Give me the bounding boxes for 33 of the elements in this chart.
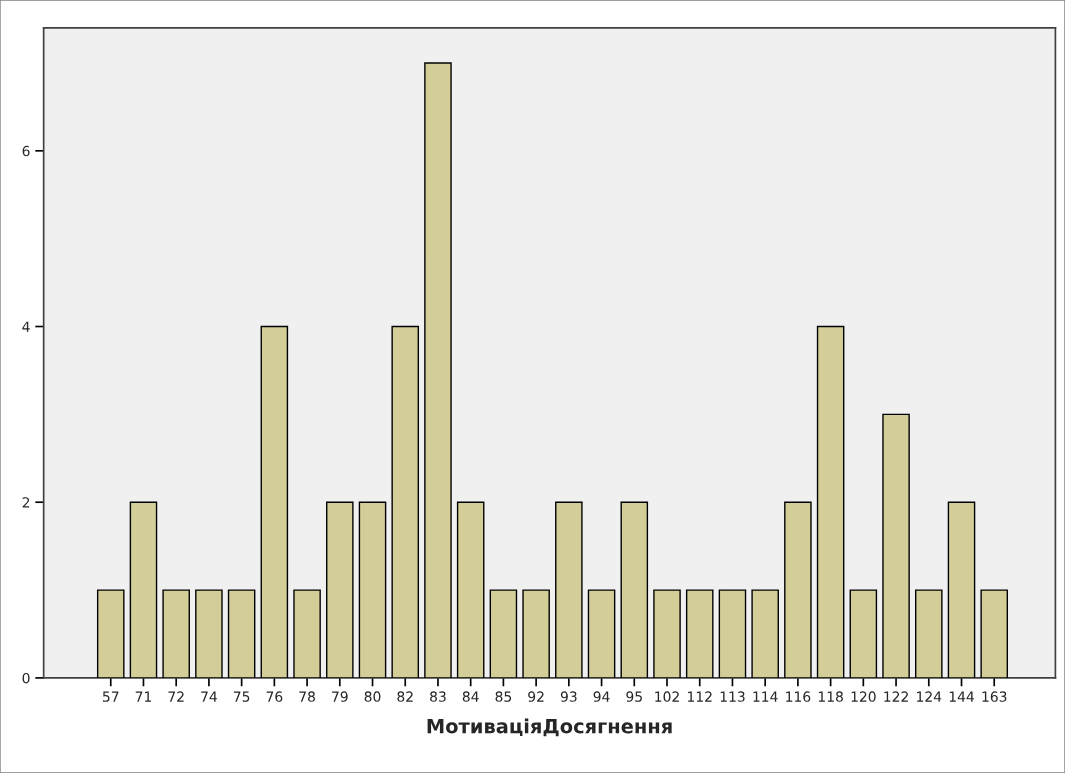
x-tick-label: 79	[332, 691, 348, 702]
x-tick-label: 85	[495, 691, 512, 702]
x-tick-label: 93	[560, 691, 577, 702]
x-tick-label: 80	[364, 691, 381, 702]
x-tick-label: 113	[720, 691, 745, 702]
x-tick-label: 92	[528, 691, 544, 702]
x-tick-label: 124	[917, 691, 942, 702]
x-tick-label: 116	[786, 691, 811, 702]
x-tick-label: 71	[135, 691, 152, 702]
x-tick-label: 114	[753, 691, 778, 702]
x-tick-label: 74	[201, 691, 217, 702]
x-tick-label: 118	[818, 691, 843, 702]
x-tick-label: 78	[299, 691, 315, 702]
y-tick-label: 6	[22, 145, 30, 157]
x-tick-label: 102	[655, 691, 679, 702]
x-tick-label: 120	[851, 691, 876, 702]
x-tick-label: 82	[397, 691, 413, 702]
x-axis-title: МотиваціяДосягнення	[427, 718, 672, 737]
x-tick-label: 95	[626, 691, 642, 702]
x-tick-label: 163	[982, 691, 1007, 702]
x-tick-label: 84	[462, 691, 479, 702]
x-tick-label: 112	[688, 691, 712, 702]
x-tick-label: 57	[102, 691, 119, 702]
x-tick-label: 122	[884, 691, 908, 702]
x-tick-label: 83	[430, 691, 446, 702]
x-tick-label: 75	[233, 691, 250, 702]
y-tick-label: 2	[22, 497, 30, 508]
y-tick-label: 0	[22, 672, 30, 684]
x-tick-label: 72	[168, 691, 184, 702]
y-tick-label: 4	[22, 321, 30, 332]
x-tick-label: 76	[266, 691, 283, 702]
x-tick-label: 144	[949, 691, 974, 702]
x-tick-label: 94	[593, 691, 610, 702]
